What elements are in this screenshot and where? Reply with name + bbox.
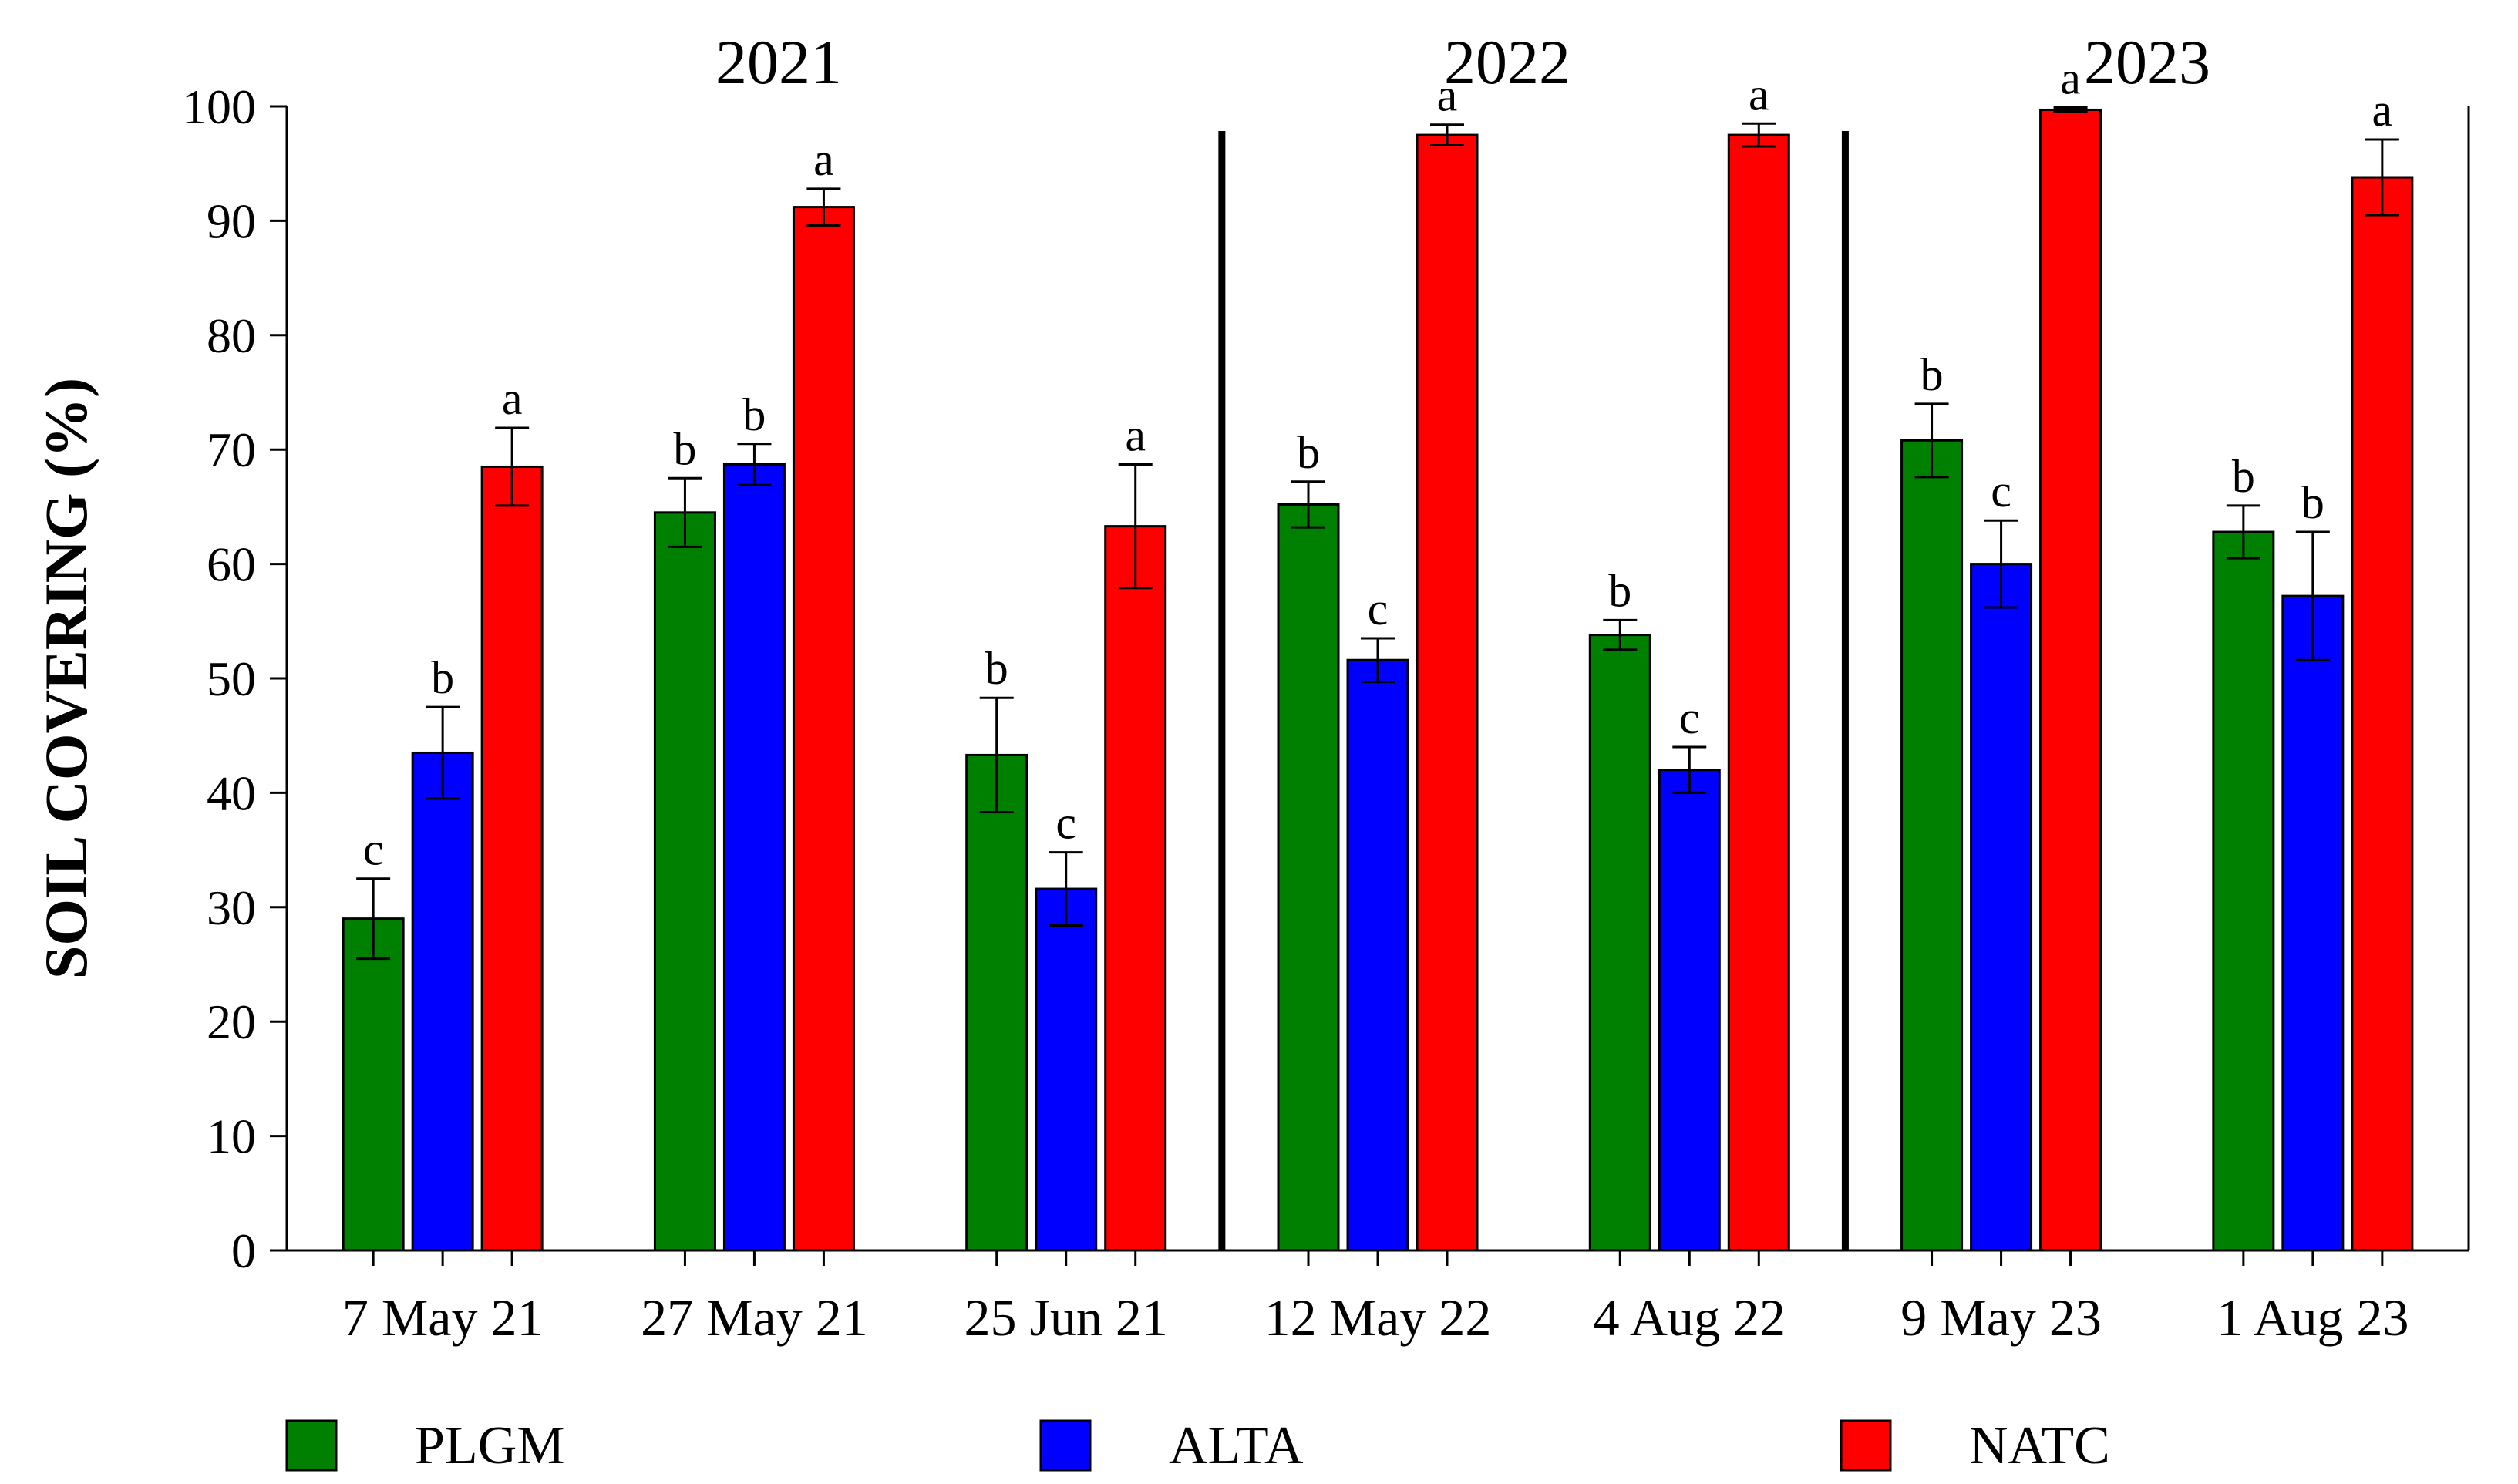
y-tick-label: 30 <box>207 880 256 935</box>
bar-plgm <box>965 753 1028 1252</box>
bar-alta <box>411 751 474 1252</box>
y-tick-label: 0 <box>231 1223 256 1278</box>
error-bars-layer <box>356 106 2399 961</box>
bar-natc <box>1104 525 1167 1252</box>
x-category-label: 4 Aug 22 <box>1594 1288 1786 1347</box>
y-tick-label: 20 <box>207 994 256 1049</box>
bar-alta <box>1970 563 2033 1252</box>
legend-label-alta: ALTA <box>1169 1416 1304 1476</box>
y-tick-label: 70 <box>207 422 256 477</box>
y-axis-title: SOIL COVERING (%) <box>32 378 99 979</box>
significance-letter: a <box>2060 52 2081 103</box>
bar-alta <box>722 463 786 1252</box>
bar-natc <box>2351 176 2414 1252</box>
bar-alta <box>1658 769 1721 1252</box>
y-tick-label: 90 <box>207 193 256 248</box>
significance-letter: c <box>1679 692 1700 743</box>
y-tick-label: 80 <box>207 308 256 363</box>
x-category-label: 25 Jun 21 <box>964 1288 1167 1347</box>
significance-letter: b <box>2232 451 2255 502</box>
legend-swatch-plgm <box>285 1419 338 1472</box>
significance-letter: c <box>1055 798 1076 849</box>
x-category-label: 7 May 21 <box>342 1288 544 1347</box>
significance-letter: b <box>431 652 454 703</box>
bar-plgm <box>653 511 716 1252</box>
legend-label-natc: NATC <box>1969 1416 2110 1476</box>
y-tick-label: 60 <box>207 537 256 592</box>
significance-letter: b <box>1297 427 1320 478</box>
x-category-label: 12 May 22 <box>1264 1288 1492 1347</box>
bar-natc <box>1416 133 1479 1252</box>
bar-plgm <box>2212 530 2275 1252</box>
significance-letter: b <box>1608 565 1631 616</box>
bar-natc <box>1727 133 1790 1252</box>
significance-letter: a <box>1125 409 1146 460</box>
significance-letter: b <box>742 389 766 440</box>
legend: PLGM ALTA NATC <box>285 1416 2110 1476</box>
significance-letter: b <box>673 423 696 474</box>
significance-letter: b <box>985 643 1008 694</box>
legend-swatch-natc <box>1840 1419 1892 1472</box>
bar-natc <box>792 206 855 1252</box>
significance-letter: a <box>502 373 523 424</box>
significance-letter: a <box>2372 85 2393 136</box>
bar-plgm <box>1277 503 1340 1252</box>
x-category-label: 9 May 23 <box>1900 1288 2102 1347</box>
significance-letter: b <box>1920 349 1944 400</box>
bar-plgm <box>1588 634 1651 1252</box>
legend-label-plgm: PLGM <box>415 1416 564 1476</box>
bar-natc <box>480 465 544 1252</box>
bar-alta <box>1346 658 1409 1252</box>
bar-alta <box>2281 594 2345 1252</box>
labels-layer: 7 May 21 27 May 21 25 Jun 21 12 May 22 4 Aug… <box>32 27 2409 1347</box>
significance-letter: b <box>2301 477 2324 528</box>
y-tick-label: 100 <box>182 79 256 134</box>
significance-letter: c <box>1991 466 2011 517</box>
bar-plgm <box>1900 439 1964 1252</box>
axes: 0 10 20 30 40 50 60 70 80 90 100 <box>182 79 2470 1278</box>
significance-letter: a <box>1749 69 1769 119</box>
x-category-label: 27 May 21 <box>641 1288 868 1347</box>
bar-plgm <box>342 917 405 1252</box>
y-tick-label: 10 <box>207 1109 256 1164</box>
significance-letter: c <box>1368 584 1389 634</box>
bar-natc <box>2039 108 2102 1252</box>
y-tick-label: 50 <box>207 651 256 706</box>
legend-swatch-alta <box>1039 1419 1092 1472</box>
x-category-label: 1 Aug 23 <box>2217 1288 2409 1347</box>
year-separators <box>1218 131 1849 1250</box>
significance-letter: a <box>813 134 834 185</box>
year-label: 2023 <box>2084 27 2210 97</box>
bars-layer <box>342 108 2414 1252</box>
significance-letter: c <box>363 824 384 875</box>
y-tick-label: 40 <box>207 766 256 820</box>
significance-letter: a <box>1437 70 1458 121</box>
year-label: 2022 <box>1444 27 1570 97</box>
bar-alta <box>1035 887 1098 1252</box>
year-label: 2021 <box>715 27 842 97</box>
